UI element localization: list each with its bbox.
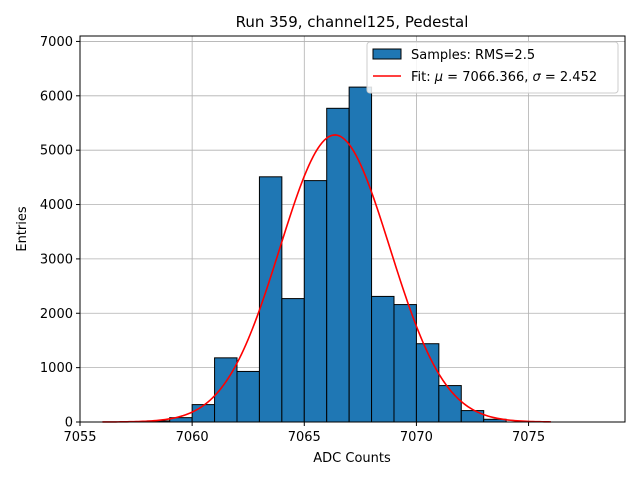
legend-fit-label: Fit: μ = 7066.366, σ = 2.452 <box>411 70 597 85</box>
histogram-bar <box>348 86 373 423</box>
x-tick-label: 7075 <box>512 430 545 445</box>
legend-fit-sigma-value: = 2.452 <box>541 70 597 85</box>
y-tick-label: 1000 <box>40 361 73 376</box>
histogram-bar <box>191 404 216 423</box>
legend-fit-prefix: Fit: <box>411 70 435 85</box>
y-tick-label: 3000 <box>40 252 73 267</box>
histogram-bar <box>393 304 417 423</box>
histogram-bar <box>303 180 328 423</box>
chart-title: Run 359, channel125, Pedestal <box>236 13 469 31</box>
histogram-bar <box>460 410 485 423</box>
histogram-bar <box>214 357 238 423</box>
y-tick-label: 4000 <box>40 198 73 213</box>
histogram-bar <box>415 343 440 423</box>
histogram-bars <box>146 86 507 423</box>
legend-samples-label: Samples: RMS=2.5 <box>411 48 535 63</box>
legend-samples-swatch <box>372 48 402 60</box>
y-tick-label: 7000 <box>40 35 73 50</box>
legend-box <box>366 41 619 94</box>
x-tick-label: 7055 <box>63 430 96 445</box>
y-axis-label: Entries <box>15 206 30 252</box>
x-tick-label: 7065 <box>288 430 321 445</box>
y-tick-label: 0 <box>65 416 73 431</box>
x-tick-label: 7060 <box>176 430 209 445</box>
y-tick-label: 2000 <box>40 307 73 322</box>
x-axis-label: ADC Counts <box>313 451 391 466</box>
x-tick-label: 7070 <box>400 430 433 445</box>
fit-curve <box>102 134 551 423</box>
legend-fit-mu-symbol: μ <box>434 70 443 85</box>
plot-frame <box>79 35 626 423</box>
y-tick-label: 5000 <box>40 144 73 159</box>
legend: Samples: RMS=2.5 Fit: μ = 7066.366, σ = … <box>366 41 619 94</box>
legend-fit-sigma-symbol: σ <box>533 70 542 85</box>
histogram-bar <box>281 298 305 423</box>
y-axis-ticks: 0 1000 2000 3000 4000 5000 6000 7000 <box>40 35 80 431</box>
legend-fit-mu-value: = 7066.366, <box>443 70 532 85</box>
histogram-bar <box>371 295 395 423</box>
y-tick-label: 6000 <box>40 89 73 104</box>
x-axis-ticks: 7055 7060 7065 7070 7075 <box>63 422 545 445</box>
histogram-bar <box>326 107 350 423</box>
histogram-bar <box>236 370 260 423</box>
